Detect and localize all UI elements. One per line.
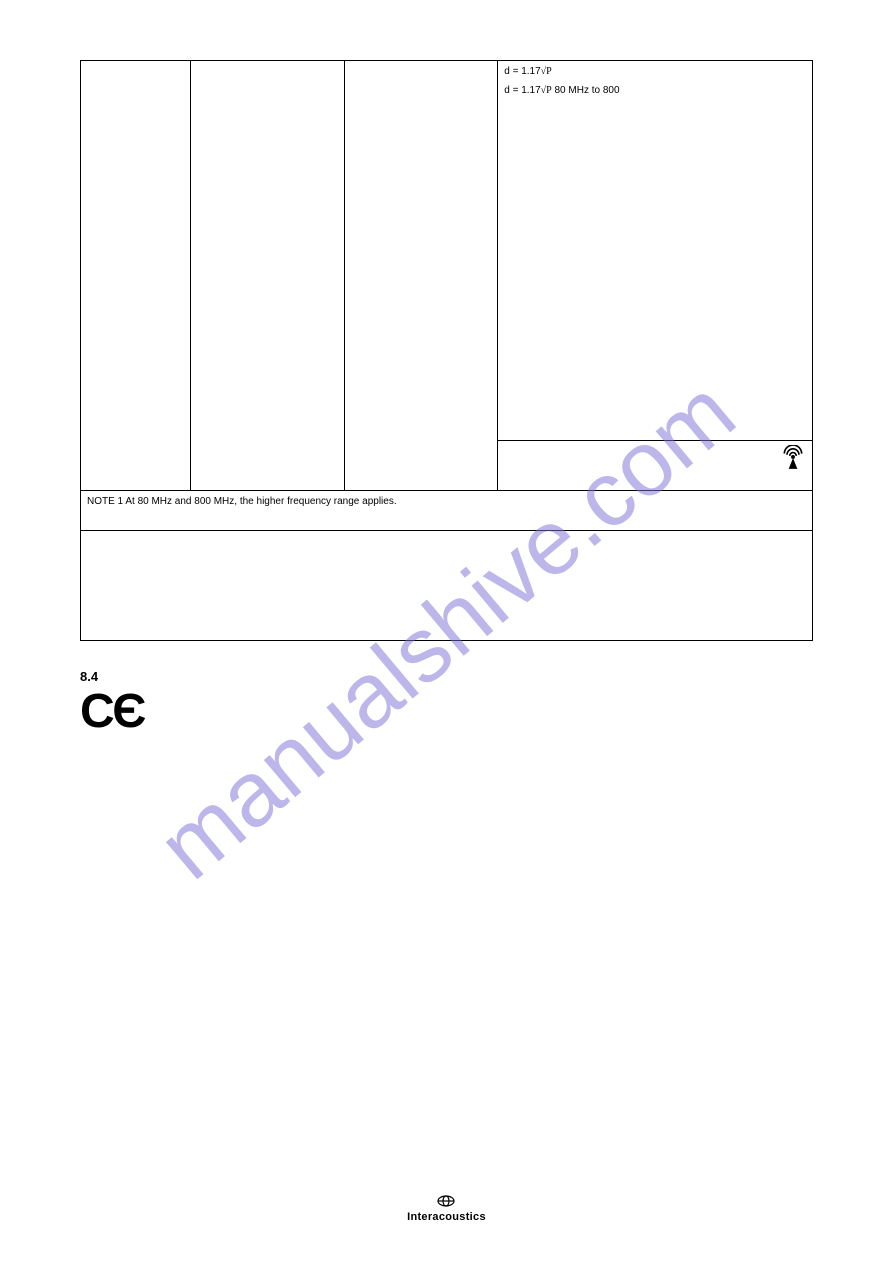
table-row-note1: NOTE 1 At 80 MHz and 800 MHz, the higher… [81, 491, 813, 531]
cell-guidance-bottom [498, 441, 813, 491]
cell-note1: NOTE 1 At 80 MHz and 800 MHz, the higher… [81, 491, 813, 531]
emc-table: d = 1.17√P d = 1.17√P 80 MHz to 800 [80, 60, 813, 641]
globe-icon [437, 1195, 455, 1211]
rf-emitter-icon [780, 445, 806, 475]
section-number: 8.4 [80, 669, 813, 684]
footer-brand: Interacoustics [407, 1211, 486, 1223]
page-footer: Interacoustics [0, 1195, 893, 1223]
formula-2: d = 1.17√P 80 MHz to 800 [504, 84, 806, 97]
cell-test [81, 61, 191, 491]
ce-mark-icon: C Є [80, 684, 813, 739]
table-row-footnotes [81, 531, 813, 641]
cell-compliance [344, 61, 498, 491]
page-content: d = 1.17√P d = 1.17√P 80 MHz to 800 [0, 0, 893, 779]
cell-footnotes [81, 531, 813, 641]
cell-level [190, 61, 344, 491]
table-row: d = 1.17√P d = 1.17√P 80 MHz to 800 [81, 61, 813, 441]
cell-guidance-top: d = 1.17√P d = 1.17√P 80 MHz to 800 [498, 61, 813, 441]
footer-logo: Interacoustics [407, 1195, 486, 1223]
formula-1: d = 1.17√P [504, 65, 806, 78]
